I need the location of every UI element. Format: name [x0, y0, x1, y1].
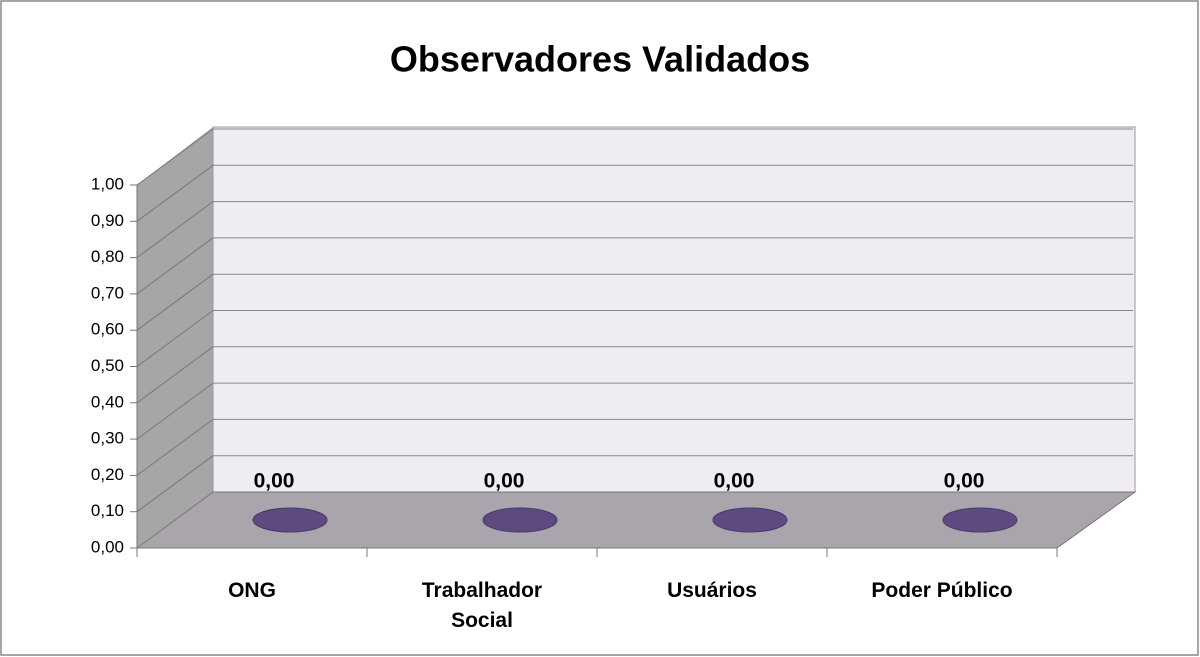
data-label: 0,00: [944, 470, 985, 493]
grid-line: [136, 455, 214, 513]
y-tick-label: 0,30: [91, 429, 124, 448]
bar: [712, 507, 788, 533]
chart-title: Observadores Validados: [390, 39, 810, 80]
y-tick-label: 1,00: [91, 174, 124, 193]
bar: [252, 507, 328, 533]
y-tick-label: 0,00: [91, 537, 124, 556]
grid-line: [136, 346, 214, 404]
bar: [942, 507, 1018, 533]
grid-line: [136, 237, 214, 295]
y-tick-label: 0,20: [91, 465, 124, 484]
grid-line: [136, 418, 214, 476]
y-tick-label: 0,40: [91, 392, 124, 411]
data-label: 0,00: [714, 470, 755, 493]
data-label: 0,00: [254, 470, 295, 493]
back-wall: [212, 126, 1136, 493]
grid-line: [136, 310, 214, 367]
grid-line: [136, 164, 214, 222]
side-wall: [137, 127, 213, 548]
grid-line: [136, 273, 214, 331]
y-tick-label: 0,10: [91, 501, 124, 520]
grid-line: [136, 128, 214, 186]
grid-line: [136, 201, 214, 259]
y-tick-label: 0,50: [91, 356, 124, 375]
x-tick-label: Poder Público: [871, 579, 1013, 602]
y-tick-label: 0,70: [91, 283, 124, 302]
x-tick-label: Usuários: [667, 579, 757, 602]
y-tick-label: 0,60: [91, 320, 124, 339]
data-label: 0,00: [484, 470, 525, 493]
grid-line: [136, 382, 214, 440]
x-tick-label: ONG: [228, 579, 276, 602]
y-tick-label: 0,90: [91, 211, 124, 230]
x-tick-label: Trabalhador Social: [421, 579, 543, 632]
bar: [482, 507, 558, 533]
y-tick-label: 0,80: [91, 247, 124, 266]
